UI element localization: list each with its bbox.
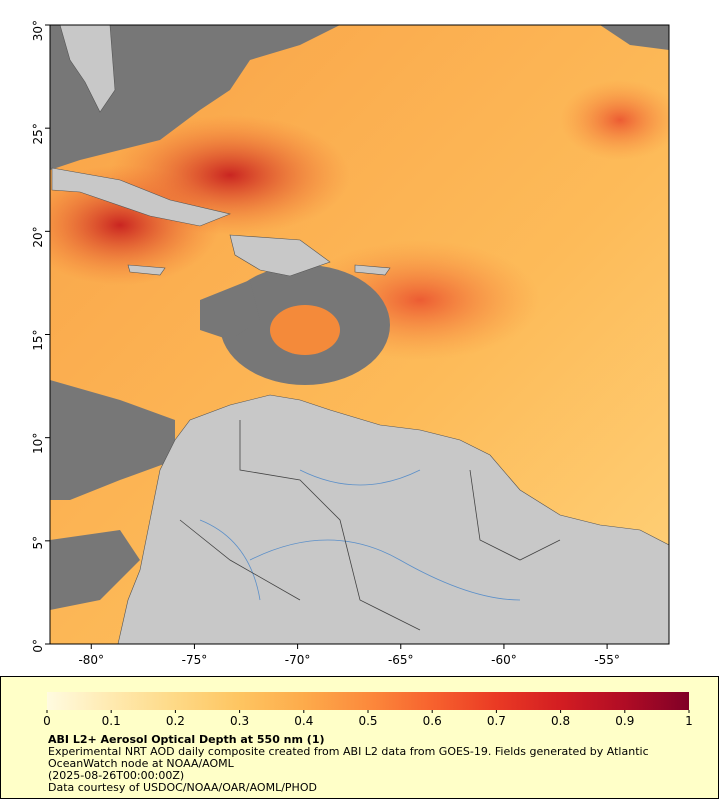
caption-line: Experimental NRT AOD daily composite cre…	[48, 745, 649, 758]
x-tick-label: -75°	[182, 653, 208, 667]
caption-line: OceanWatch node at NOAA/AOML	[48, 757, 235, 770]
x-tick-label: -80°	[78, 653, 104, 667]
colorbar	[47, 692, 689, 710]
caption-line: Data courtesy of USDOC/NOAA/OAR/AOML/PHO…	[48, 781, 317, 794]
colorbar-tick-label: 0.9	[615, 714, 634, 728]
colorbar-tick-label: 0.7	[487, 714, 506, 728]
y-tick-label: 15°	[31, 330, 45, 351]
x-tick-label: -60°	[491, 653, 517, 667]
y-tick-label: 5°	[31, 536, 45, 550]
colorbar-tick-label: 0.1	[102, 714, 121, 728]
colorbar-tick-label: 0.4	[294, 714, 313, 728]
x-tick-label: -55°	[594, 653, 620, 667]
caption-title: ABI L2+ Aerosol Optical Depth at 550 nm …	[48, 733, 325, 746]
caption-line: (2025-08-26T00:00:00Z)	[48, 769, 184, 782]
y-tick-label: 10°	[31, 433, 45, 454]
colorbar-tick-label: 0.6	[423, 714, 442, 728]
y-tick-label: 0°	[31, 639, 45, 653]
y-tick-label: 20°	[31, 226, 45, 247]
colorbar-tick-label: 0.8	[551, 714, 570, 728]
y-tick-label: 25°	[31, 123, 45, 144]
colorbar-tick-label: 0.3	[230, 714, 249, 728]
y-tick-label: 30°	[31, 20, 45, 41]
colorbar-tick-label: 0.5	[358, 714, 377, 728]
map-image	[50, 25, 669, 644]
x-tick-label: -70°	[285, 653, 311, 667]
colorbar-tick-label: 0.2	[166, 714, 185, 728]
colorbar-tick-label: 1	[685, 714, 693, 728]
colorbar-tick-label: 0	[43, 714, 51, 728]
x-tick-label: -65°	[388, 653, 414, 667]
